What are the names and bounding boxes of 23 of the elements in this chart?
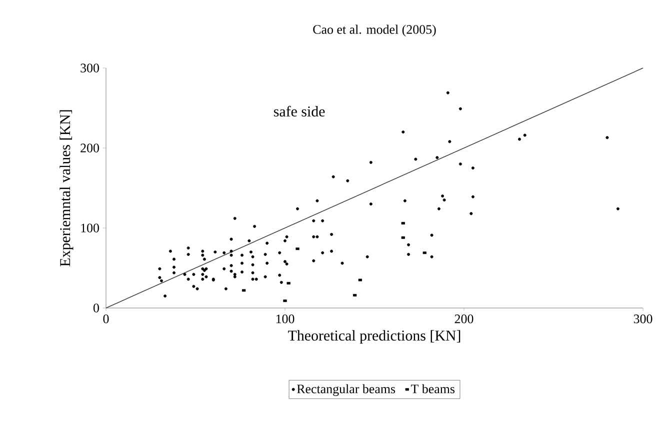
legend-label: T beams bbox=[410, 384, 455, 394]
annotation: safe side bbox=[274, 106, 325, 117]
point bbox=[283, 300, 287, 302]
point bbox=[286, 282, 290, 284]
x-tick-label: 0 bbox=[103, 314, 109, 324]
x-axis-title: Theoretical predictions [KN] bbox=[288, 330, 460, 344]
x-tick-label: 100 bbox=[276, 314, 294, 324]
legend-label: Rectangular beams bbox=[296, 384, 396, 396]
point bbox=[352, 294, 357, 296]
point bbox=[358, 278, 362, 282]
x-tick-label: 200 bbox=[454, 314, 474, 324]
point bbox=[242, 289, 246, 292]
point bbox=[401, 236, 405, 239]
y-axis-title: Experiemntal values [KN] bbox=[60, 110, 74, 266]
point bbox=[401, 222, 405, 224]
y-tick-label: 300 bbox=[80, 64, 99, 72]
point bbox=[296, 248, 300, 250]
y-tick-label: 0 bbox=[94, 304, 99, 312]
x-tick-label: 300 bbox=[634, 314, 652, 324]
y-tick-label: 100 bbox=[81, 224, 99, 232]
y-tick-label: 200 bbox=[80, 144, 99, 152]
chart-title: Cao et al. model (2005) bbox=[313, 24, 436, 36]
point bbox=[422, 252, 426, 254]
